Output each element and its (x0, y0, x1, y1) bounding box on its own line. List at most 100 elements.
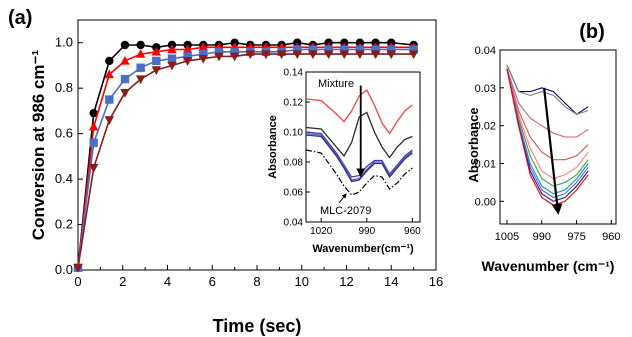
marker-square (230, 47, 239, 57)
marker-triangle-down (73, 264, 83, 273)
b-x-axis-label: Wavenumber (cm⁻¹) (482, 258, 615, 274)
marker-square (340, 45, 349, 54)
marker-triangle-down (120, 89, 130, 98)
marker-triangle-down (214, 52, 224, 62)
marker-square (214, 47, 224, 57)
marker-triangle-down (104, 116, 115, 125)
b-spectrum-line (506, 68, 589, 187)
marker-square (136, 63, 145, 72)
marker-circle (105, 56, 114, 66)
b-y-tick-label: 0.01 (475, 158, 496, 170)
marker-triangle-down (370, 50, 381, 60)
marker-triangle-down (229, 52, 240, 62)
inset-spectrum-line (305, 131, 413, 178)
marker-triangle-up (120, 55, 130, 65)
marker-triangle-down (408, 50, 419, 60)
marker-triangle-up (198, 42, 208, 51)
inset-annotation-mixture: Mixture (318, 78, 354, 90)
x-tick-label: 10 (295, 274, 309, 289)
x-tick-label: 0 (74, 274, 81, 289)
b-arrow (542, 87, 563, 215)
inset-spectrum-line (305, 111, 413, 159)
x-tick-label: 4 (164, 274, 171, 289)
panel-label-a: (a) (8, 7, 32, 29)
y-tick-label: 0.4 (55, 171, 73, 186)
inset-x-tick-label: 1020 (310, 226, 333, 237)
marker-triangle-down (323, 50, 334, 60)
b-x-tick-label: 1005 (495, 231, 519, 243)
marker-circle (89, 108, 98, 118)
inset-y-tick-label: 0.14 (284, 68, 304, 79)
b-spectrum-line (506, 68, 589, 161)
series-line (77, 41, 414, 268)
b-y-tick-label: 0.02 (475, 121, 496, 133)
marker-square (371, 45, 380, 54)
marker-square (167, 54, 177, 63)
marker-triangle-down (245, 50, 255, 60)
x-tick-label: 2 (119, 274, 126, 289)
marker-triangle-down (198, 54, 208, 64)
marker-triangle-down (355, 50, 365, 60)
marker-triangle-up (167, 44, 177, 54)
main-chart-panel-a: 0 2 4 6 8 10 12 14 16 0.0 0.2 0.4 0.6 0.8 1.0 Time (sec… (8, 7, 443, 336)
marker-triangle-up (135, 49, 146, 58)
inset-y-tick-label: 0.10 (284, 128, 304, 139)
series-line (77, 48, 414, 268)
inset-y-tick-label: 0.04 (284, 218, 304, 229)
inset-spectrum-line (305, 134, 413, 183)
y-tick-label: 0.8 (55, 80, 73, 95)
b-spectrum-line (506, 68, 589, 138)
marker-triangle-down (135, 75, 146, 85)
b-y-tick-label: 0.00 (475, 196, 496, 208)
marker-square (293, 45, 302, 54)
marker-triangle-up (88, 121, 99, 131)
b-y-tick-label: 0.04 (475, 45, 496, 57)
x-tick-label: 12 (339, 274, 353, 289)
marker-square (152, 56, 161, 66)
y-tick-label: 0.2 (55, 217, 73, 232)
series-4 (73, 50, 419, 273)
y-axis-label: Conversion at 986 cm⁻¹ (29, 49, 48, 240)
inset-y-tick-label: 0.08 (284, 158, 304, 169)
b-spectrum-line (506, 68, 589, 199)
b-spectrum-line (506, 68, 589, 206)
marker-square (183, 52, 192, 61)
inset-frame (305, 71, 421, 223)
chart-panel-b: 0.00 0.01 0.02 0.03 0.04 1005 990 975 960 Wavenum… (466, 21, 621, 274)
b-y-axis-label: Absorbance (466, 107, 481, 182)
inset-x-tick-label: 960 (404, 226, 421, 237)
marker-triangle-down (276, 50, 287, 60)
marker-square (324, 45, 333, 54)
b-x-tick-label: 975 (567, 231, 585, 243)
marker-square (120, 74, 130, 84)
marker-triangle-down (292, 50, 302, 60)
marker-triangle-down (261, 50, 271, 60)
b-spectrum-line (506, 68, 589, 180)
marker-triangle-down (88, 164, 99, 173)
inset-y-tick-label: 0.06 (284, 188, 304, 199)
y-tick-label: 1.0 (55, 35, 73, 50)
marker-square (355, 45, 365, 54)
marker-square (105, 95, 114, 104)
inset-x-axis-label: Wavenumber(cm⁻¹) (312, 243, 414, 255)
x-tick-label: 14 (384, 274, 398, 289)
inset-spectrum-line (305, 132, 413, 181)
marker-triangle-down (151, 66, 162, 75)
inset-y-axis-label: Absorbance (267, 115, 279, 179)
marker-circle (136, 40, 145, 50)
inset-spectrum-line (305, 88, 413, 135)
marker-square (199, 49, 208, 59)
inset-x-tick-label: 990 (358, 226, 375, 237)
marker-triangle-down (339, 50, 349, 60)
marker-triangle-down (386, 50, 396, 60)
marker-square (308, 45, 318, 54)
inset-annotation-pointer (338, 193, 347, 204)
marker-square (387, 45, 396, 54)
marker-triangle-down (182, 57, 193, 66)
b-x-tick-label: 990 (533, 231, 551, 243)
panel-label-b: (b) (579, 21, 605, 43)
series-line (77, 53, 414, 268)
marker-triangle-up (151, 46, 162, 56)
marker-triangle-up (104, 69, 115, 79)
inset-annotation-mlc: MLC-2079 (320, 205, 371, 217)
